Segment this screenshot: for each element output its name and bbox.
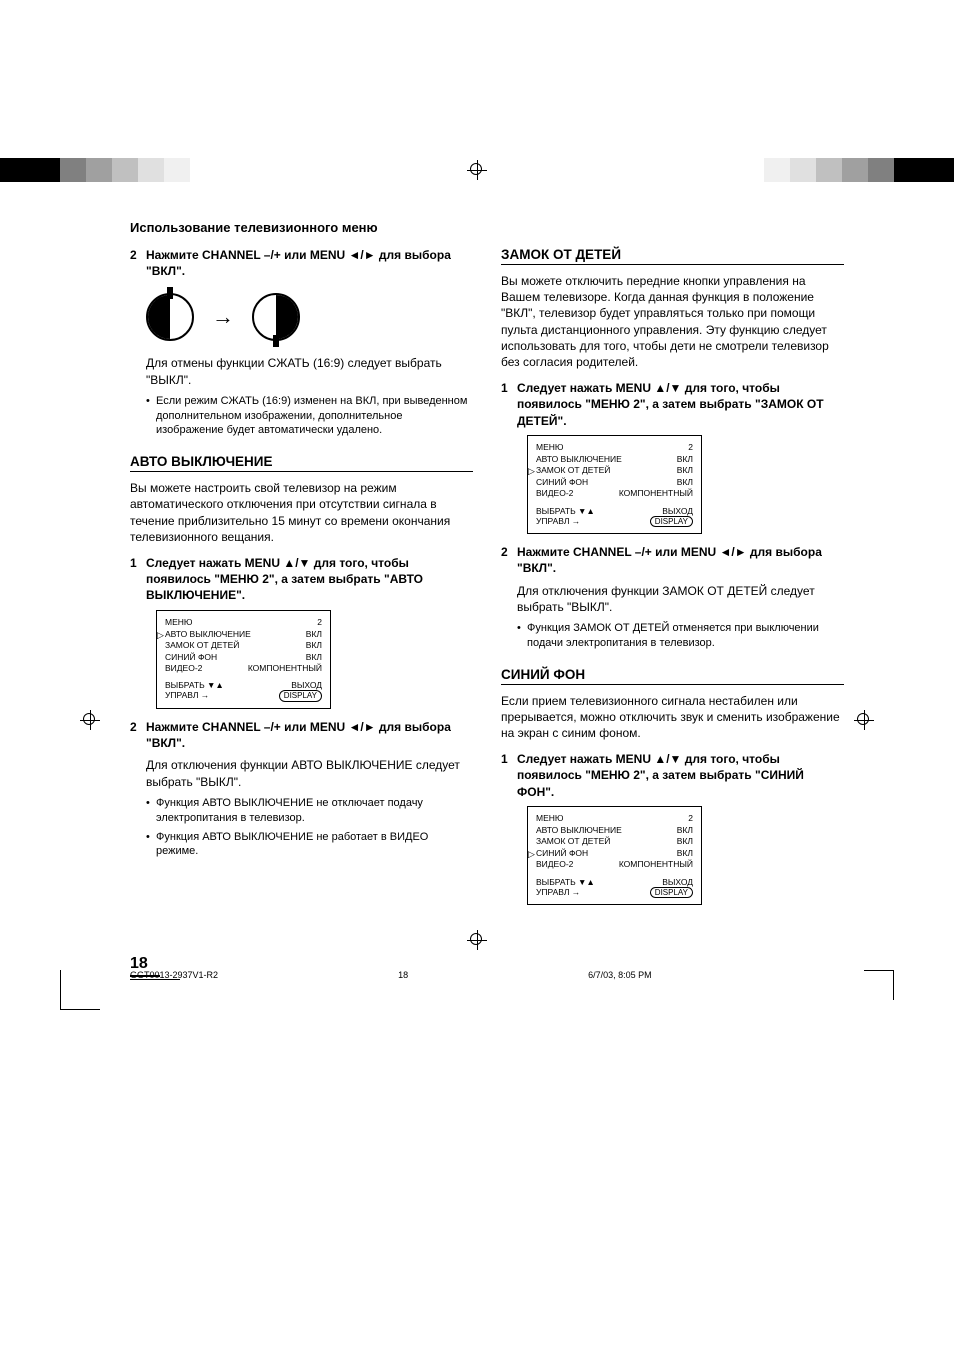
- bullet-dot: •: [517, 621, 527, 651]
- page-content: Использование телевизионного меню 2 Нажм…: [0, 0, 954, 1040]
- display-button: DISPLAY: [279, 690, 322, 702]
- auto-off-bullet2: • Функция АВТО ВЫКЛЮЧЕНИЕ не работает в …: [146, 830, 473, 860]
- auto-off-step2-body: Для отключения функции АВТО ВЫКЛЮЧЕНИЕ с…: [146, 757, 473, 789]
- knob-before-icon: [146, 293, 194, 341]
- step-number: 2: [130, 247, 146, 279]
- corner-mark-br: [854, 970, 894, 1010]
- auto-off-step2: 2 Нажмите CHANNEL –/+ или MENU ◄/► для в…: [130, 719, 473, 751]
- menu-value: КОМПОНЕНТНЫЙ: [248, 663, 322, 674]
- right-column: ЗАМОК ОТ ДЕТЕЙ Вы можете отключить перед…: [501, 247, 844, 915]
- crosshair-bottom: [467, 930, 487, 950]
- lock-title: ЗАМОК ОТ ДЕТЕЙ: [501, 247, 844, 265]
- knob-diagram: →: [146, 293, 473, 341]
- step-number: 1: [501, 751, 517, 800]
- menu-title-l: МЕНЮ: [165, 617, 192, 627]
- menu-item: ВИДЕО-2: [165, 663, 202, 674]
- step-number: 1: [130, 555, 146, 604]
- menu-footer-l: УПРАВЛ →: [165, 690, 209, 702]
- step-text: Нажмите CHANNEL –/+ или MENU ◄/► для выб…: [146, 247, 473, 279]
- menu-item: СИНИЙ ФОН: [165, 652, 217, 663]
- footer-page: 18: [398, 970, 408, 980]
- footer-meta: GGT0013-2937V1-R2 18 6/7/03, 8:05 PM: [130, 970, 652, 980]
- menu-value: ВКЛ: [306, 652, 322, 663]
- cursor-icon: ▷: [528, 465, 535, 477]
- doc-id: GGT0013-2937V1-R2: [130, 970, 218, 980]
- menu-value: ВКЛ: [306, 629, 322, 640]
- lock-bullet1: • Функция ЗАМОК ОТ ДЕТЕЙ отменяется при …: [517, 621, 844, 651]
- step-text: Нажмите CHANNEL –/+ или MENU ◄/► для выб…: [517, 544, 844, 576]
- bullet-dot: •: [146, 394, 156, 439]
- blue-title: СИНИЙ ФОН: [501, 667, 844, 685]
- auto-off-title: АВТО ВЫКЛЮЧЕНИЕ: [130, 454, 473, 472]
- menu-item: ЗАМОК ОТ ДЕТЕЙ: [165, 640, 239, 651]
- blue-step1: 1 Следует нажать MENU ▲/▼ для того, чтоб…: [501, 751, 844, 800]
- page-title: Использование телевизионного меню: [130, 220, 844, 235]
- left-column: 2 Нажмите CHANNEL –/+ или MENU ◄/► для в…: [130, 247, 473, 915]
- menu-title-r: 2: [317, 617, 322, 627]
- note-text: Если режим СЖАТЬ (16:9) изменен на ВКЛ, …: [156, 394, 473, 439]
- cancel-text: Для отмены функции СЖАТЬ (16:9) следует …: [146, 355, 473, 387]
- note-bullet: • Если режим СЖАТЬ (16:9) изменен на ВКЛ…: [146, 394, 473, 439]
- menu-item: АВТО ВЫКЛЮЧЕНИЕ: [165, 629, 251, 640]
- bullet-dot: •: [146, 796, 156, 826]
- step-number: 2: [501, 544, 517, 576]
- lock-step2-body: Для отключения функции ЗАМОК ОТ ДЕТЕЙ сл…: [517, 583, 844, 615]
- step-number: 1: [501, 380, 517, 429]
- two-column-layout: 2 Нажмите CHANNEL –/+ или MENU ◄/► для в…: [130, 247, 844, 915]
- step-text: Следует нажать MENU ▲/▼ для того, чтобы …: [517, 751, 844, 800]
- knob-after-icon: [252, 293, 300, 341]
- menu-value: ВКЛ: [306, 640, 322, 651]
- menu-box-auto-off: МЕНЮ 2 ▷АВТО ВЫКЛЮЧЕНИЕ ВКЛ ЗАМОК ОТ ДЕТЕЙ…: [156, 610, 331, 709]
- cursor-icon: ▷: [528, 848, 535, 860]
- bullet-dot: •: [146, 830, 156, 860]
- blue-intro: Если прием телевизионного сигнала нестаб…: [501, 693, 844, 742]
- step-number: 2: [130, 719, 146, 751]
- step-2-heading: 2 Нажмите CHANNEL –/+ или MENU ◄/► для в…: [130, 247, 473, 279]
- cursor-icon: ▷: [157, 629, 164, 641]
- lock-intro: Вы можете отключить передние кнопки упра…: [501, 273, 844, 370]
- footer-date: 6/7/03, 8:05 PM: [588, 970, 652, 980]
- auto-off-bullet1: • Функция АВТО ВЫКЛЮЧЕНИЕ не отключает п…: [146, 796, 473, 826]
- arrow-icon: →: [212, 304, 234, 330]
- corner-mark-bl: [60, 970, 100, 1010]
- auto-off-intro: Вы можете настроить свой телевизор на ре…: [130, 480, 473, 545]
- menu-footer-r: ВЫХОД: [291, 680, 322, 690]
- auto-off-step1: 1 Следует нажать MENU ▲/▼ для того, чтоб…: [130, 555, 473, 604]
- lock-step1: 1 Следует нажать MENU ▲/▼ для того, чтоб…: [501, 380, 844, 429]
- menu-footer-l: ВЫБРАТЬ ▼▲: [165, 680, 224, 690]
- step-text: Следует нажать MENU ▲/▼ для того, чтобы …: [146, 555, 473, 604]
- step-text: Нажмите CHANNEL –/+ или MENU ◄/► для выб…: [146, 719, 473, 751]
- step-text: Следует нажать MENU ▲/▼ для того, чтобы …: [517, 380, 844, 429]
- menu-box-lock: МЕНЮ2 АВТО ВЫКЛЮЧЕНИЕВКЛ ▷ЗАМОК ОТ ДЕТЕЙ…: [527, 435, 702, 534]
- lock-step2: 2 Нажмите CHANNEL –/+ или MENU ◄/► для в…: [501, 544, 844, 576]
- menu-box-blue: МЕНЮ2 АВТО ВЫКЛЮЧЕНИЕВКЛ ЗАМОК ОТ ДЕТЕЙВ…: [527, 806, 702, 905]
